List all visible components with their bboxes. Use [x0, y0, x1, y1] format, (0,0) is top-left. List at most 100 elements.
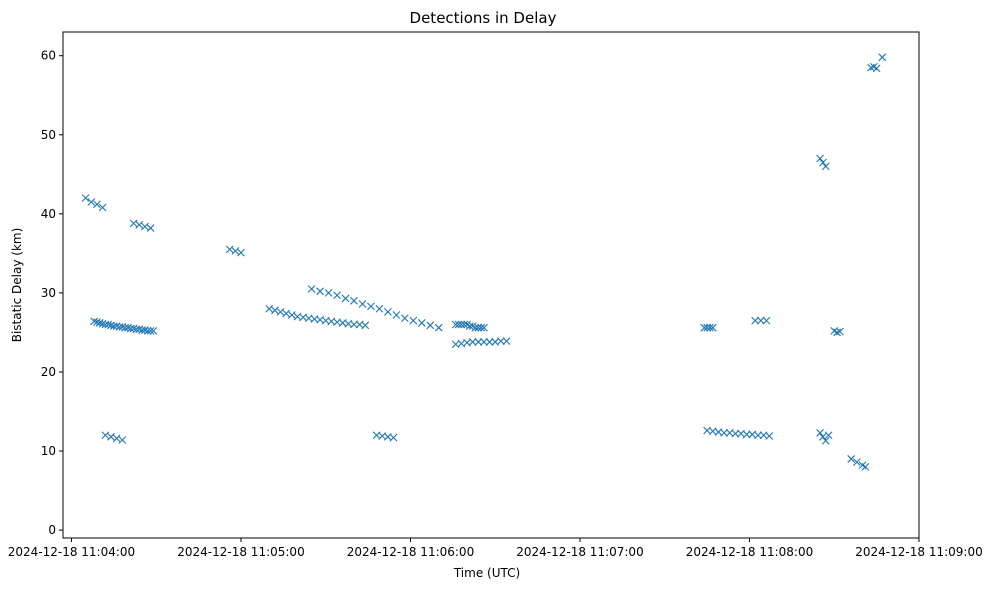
data-point — [700, 323, 709, 332]
data-point — [821, 162, 830, 171]
data-point — [824, 431, 833, 440]
data-point — [819, 158, 827, 167]
data-point — [324, 289, 333, 297]
data-point — [708, 323, 717, 332]
data-point — [496, 337, 505, 346]
data-point — [276, 307, 285, 316]
y-tick-label: 40 — [41, 207, 56, 221]
data-point — [358, 300, 367, 308]
data-point — [502, 337, 511, 346]
data-point — [383, 307, 392, 316]
data-point — [756, 316, 765, 325]
data-point — [426, 321, 435, 330]
data-point — [81, 194, 90, 202]
data-point — [282, 309, 291, 318]
y-tick-label: 30 — [41, 286, 56, 300]
data-point — [878, 53, 887, 62]
data-point — [485, 338, 494, 346]
data-point — [751, 316, 760, 325]
plot-area — [62, 31, 920, 539]
data-point — [90, 317, 98, 326]
data-point — [231, 247, 240, 255]
data-point — [836, 327, 844, 336]
data-point — [87, 198, 96, 206]
data-point — [720, 428, 728, 437]
x-axis: 2024-12-18 11:04:00 2024-12-18 11:05:00 20… — [8, 538, 983, 559]
data-point — [389, 433, 398, 442]
data-point — [861, 462, 870, 471]
x-tick-label: 2024-12-18 11:08:00 — [686, 545, 813, 559]
data-point — [417, 319, 426, 327]
x-tick-label: 2024-12-18 11:07:00 — [516, 545, 643, 559]
data-point — [341, 294, 350, 303]
data-point — [141, 222, 149, 231]
data-point — [333, 291, 341, 300]
data-point — [847, 455, 856, 463]
data-point — [270, 306, 279, 315]
data-point — [146, 326, 155, 335]
data-point — [98, 203, 107, 212]
data-point — [316, 287, 324, 296]
data-point — [400, 314, 409, 323]
data-point — [468, 338, 477, 346]
data-point — [480, 338, 488, 346]
y-axis-label: Bistatic Delay (km) — [10, 228, 24, 343]
data-point — [112, 434, 121, 443]
data-point — [143, 326, 152, 335]
data-point — [237, 248, 245, 257]
data-point — [477, 323, 486, 332]
data-point — [367, 302, 375, 311]
data-point — [460, 320, 469, 329]
y-tick-label: 60 — [41, 49, 56, 63]
data-point — [93, 200, 101, 209]
data-point — [129, 219, 138, 228]
data-point — [852, 458, 861, 466]
data-point — [149, 326, 158, 335]
data-point — [480, 323, 488, 332]
data-point — [457, 320, 466, 329]
y-tick-label: 20 — [41, 365, 56, 379]
data-point — [471, 323, 480, 332]
data-point — [118, 436, 127, 444]
data-point — [361, 321, 370, 330]
data-point — [816, 428, 825, 437]
data-point — [451, 320, 460, 329]
data-point — [434, 323, 443, 332]
x-tick-label: 2024-12-18 11:06:00 — [347, 545, 474, 559]
y-tick-label: 50 — [41, 128, 56, 142]
data-point — [742, 430, 751, 439]
data-point — [465, 322, 474, 331]
data-point — [350, 296, 358, 305]
data-point — [816, 154, 825, 163]
data-point — [265, 304, 274, 313]
data-point — [392, 311, 401, 319]
data-point — [101, 431, 110, 440]
chart-title: Detections in Delay — [410, 9, 557, 27]
data-point — [409, 316, 418, 325]
x-tick-label: 2024-12-18 11:09:00 — [855, 545, 982, 559]
data-point — [872, 64, 881, 73]
data-point — [454, 320, 463, 329]
data-point — [703, 323, 712, 332]
data-point — [104, 320, 113, 329]
data-point — [762, 316, 771, 325]
data-point — [375, 304, 384, 313]
data-point — [107, 432, 115, 441]
data-point — [819, 432, 827, 441]
data-point — [821, 436, 830, 445]
y-axis: 0 10 20 30 40 50 60 — [41, 49, 63, 537]
data-point — [754, 431, 762, 440]
data-point — [731, 429, 740, 438]
data-point — [350, 320, 358, 329]
data-points — [81, 53, 887, 471]
data-point — [706, 323, 714, 332]
x-tick-label: 2024-12-18 11:04:00 — [8, 545, 135, 559]
y-tick-label: 0 — [48, 523, 56, 537]
y-tick-label: 10 — [41, 444, 56, 458]
data-point — [765, 432, 774, 440]
data-point — [93, 318, 101, 327]
data-point — [474, 323, 483, 332]
data-point — [307, 285, 316, 293]
data-point — [287, 311, 296, 319]
data-point — [833, 328, 841, 337]
